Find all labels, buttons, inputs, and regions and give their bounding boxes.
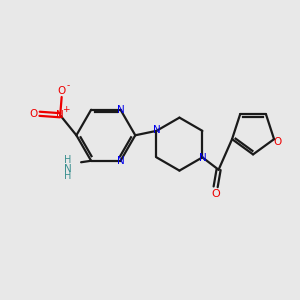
Text: N: N <box>153 125 160 135</box>
Text: +: + <box>62 106 69 115</box>
Text: O: O <box>211 189 220 199</box>
Text: N: N <box>64 164 71 174</box>
Text: O: O <box>58 85 66 95</box>
Text: H: H <box>64 171 71 181</box>
Text: N: N <box>117 156 124 166</box>
Text: O: O <box>274 137 282 147</box>
Text: H: H <box>64 155 71 165</box>
Text: N: N <box>56 110 64 120</box>
Text: N: N <box>117 105 124 115</box>
Text: O: O <box>29 109 37 119</box>
Text: N: N <box>199 153 206 163</box>
Text: -: - <box>67 81 70 90</box>
